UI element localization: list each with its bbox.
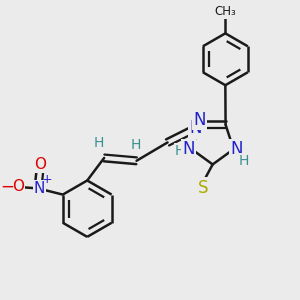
Text: CH₃: CH₃ [214,5,236,18]
Text: H: H [238,154,249,168]
Text: N: N [194,111,206,129]
Text: O: O [12,179,24,194]
Text: O: O [34,157,46,172]
Text: H: H [131,138,141,152]
Text: +: + [42,173,52,186]
Text: N: N [34,181,45,196]
Text: S: S [197,179,208,197]
Text: H: H [94,136,104,150]
Text: −: − [1,178,14,196]
Text: H: H [175,144,185,158]
Text: N: N [190,119,202,137]
Text: N: N [231,140,243,158]
Text: N: N [182,140,195,158]
